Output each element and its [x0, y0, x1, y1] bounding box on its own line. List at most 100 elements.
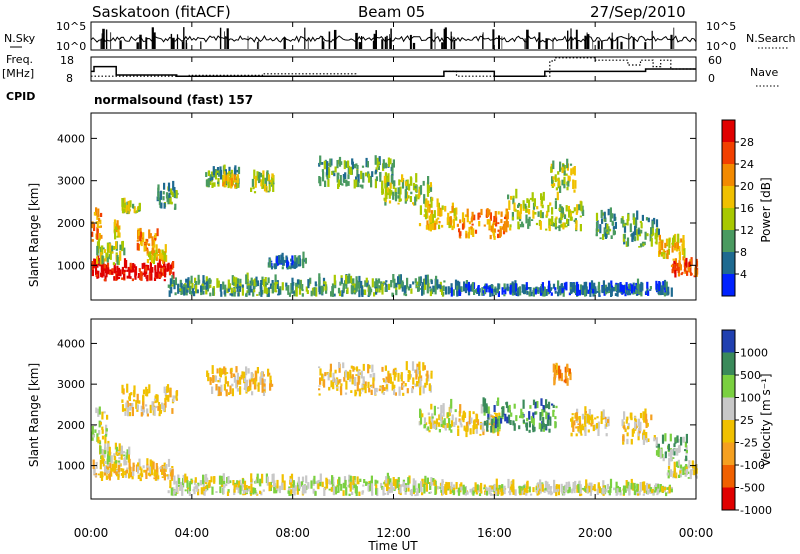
velocity-cell: [241, 371, 244, 378]
velocity-cell: [353, 476, 356, 483]
power-cell: [646, 287, 649, 293]
velocity-cell: [497, 397, 500, 406]
power-cell: [245, 274, 248, 285]
nsky-trace: [90, 27, 697, 49]
power-cell: [671, 268, 674, 274]
velocity-cell: [398, 386, 401, 396]
power-cell: [497, 283, 500, 290]
velocity-colorbar-tick-label: 1000: [740, 347, 768, 360]
power-cell: [557, 289, 560, 294]
velocity-cell: [487, 417, 490, 420]
velocity-cell: [245, 379, 249, 386]
power-cell: [406, 277, 409, 288]
velocity-cell: [119, 463, 122, 467]
power-cell: [464, 214, 467, 218]
velocity-cell: [212, 374, 215, 383]
velocity-cell: [172, 395, 175, 403]
power-cell: [264, 277, 267, 283]
velocity-cell: [129, 404, 132, 411]
power-cell: [408, 183, 411, 191]
power-cell: [608, 228, 612, 232]
power-cell: [397, 276, 400, 285]
power-cell: [96, 235, 99, 240]
velocity-colorbar-swatch: [722, 420, 735, 443]
power-cell: [533, 198, 536, 207]
velocity-cell: [595, 423, 599, 429]
velocity-cell: [169, 390, 172, 396]
velocity-cell: [372, 377, 375, 384]
power-cell: [429, 286, 432, 289]
velocity-cell: [254, 490, 257, 494]
velocity-cell: [166, 474, 169, 477]
velocity-cell: [505, 401, 509, 409]
velocity-cell: [155, 472, 158, 479]
velocity-cell: [476, 419, 480, 426]
power-cell: [449, 211, 452, 214]
power-cell: [151, 247, 154, 257]
velocity-cell: [145, 470, 148, 475]
velocity-cell: [598, 486, 601, 494]
date-title: 27/Sep/2010: [590, 3, 686, 21]
power-cell: [117, 225, 120, 230]
power-cell: [456, 285, 459, 295]
velocity-cell: [424, 475, 427, 483]
power-cell: [128, 268, 131, 279]
velocity-cell: [220, 384, 223, 392]
power-cell: [632, 231, 635, 240]
power-cell: [373, 292, 376, 297]
power-cell: [385, 190, 388, 200]
power-cell: [474, 229, 478, 234]
power-cell: [610, 289, 613, 297]
power-cell: [435, 275, 438, 286]
velocity-cell: [349, 475, 352, 484]
velocity-cell: [570, 432, 573, 437]
velocity-cell: [539, 487, 542, 494]
velocity-cell: [362, 380, 365, 390]
velocity-cell: [558, 371, 561, 379]
velocity-cell: [414, 369, 417, 373]
power-colorbar-tick-label: 8: [740, 246, 747, 259]
velocity-cell: [371, 492, 374, 496]
velocity-cell: [452, 484, 456, 490]
velocity-cell: [547, 412, 550, 415]
power-cell: [503, 294, 506, 297]
velocity-cell: [245, 490, 248, 493]
velocity-cell: [506, 416, 509, 424]
velocity-cell: [123, 454, 126, 457]
velocity-cell: [266, 476, 269, 486]
velocity-cell: [357, 375, 360, 385]
velocity-cell: [111, 463, 114, 472]
velocity-cell: [107, 469, 110, 474]
power-cell: [611, 213, 614, 219]
power-cell: [138, 231, 141, 236]
velocity-cell: [580, 425, 583, 430]
velocity-cell: [136, 408, 139, 412]
power-cell: [112, 262, 115, 265]
power-cell: [635, 285, 638, 289]
velocity-cell: [498, 421, 501, 430]
velocity-cell: [498, 484, 501, 490]
power-cell: [395, 289, 398, 296]
velocity-data: [91, 361, 698, 497]
power-cell: [348, 166, 352, 175]
velocity-cell: [206, 484, 209, 491]
velocity-cell: [534, 401, 537, 409]
power-cell: [551, 215, 554, 225]
velocity-cell: [684, 449, 687, 452]
velocity-cell: [378, 388, 381, 392]
power-cell: [228, 171, 231, 177]
velocity-cell: [549, 486, 552, 491]
velocity-cell: [571, 419, 574, 428]
power-cell: [91, 239, 94, 242]
velocity-cell: [252, 378, 255, 385]
power-cell: [271, 173, 274, 179]
power-cell: [216, 278, 219, 288]
power-cell: [522, 285, 526, 294]
velocity-cell: [673, 469, 676, 476]
power-cell: [355, 282, 358, 292]
power-cell: [143, 242, 146, 245]
velocity-cell: [142, 395, 145, 405]
velocity-cell: [242, 484, 245, 488]
velocity-cell: [362, 376, 365, 385]
power-cell: [443, 280, 446, 283]
